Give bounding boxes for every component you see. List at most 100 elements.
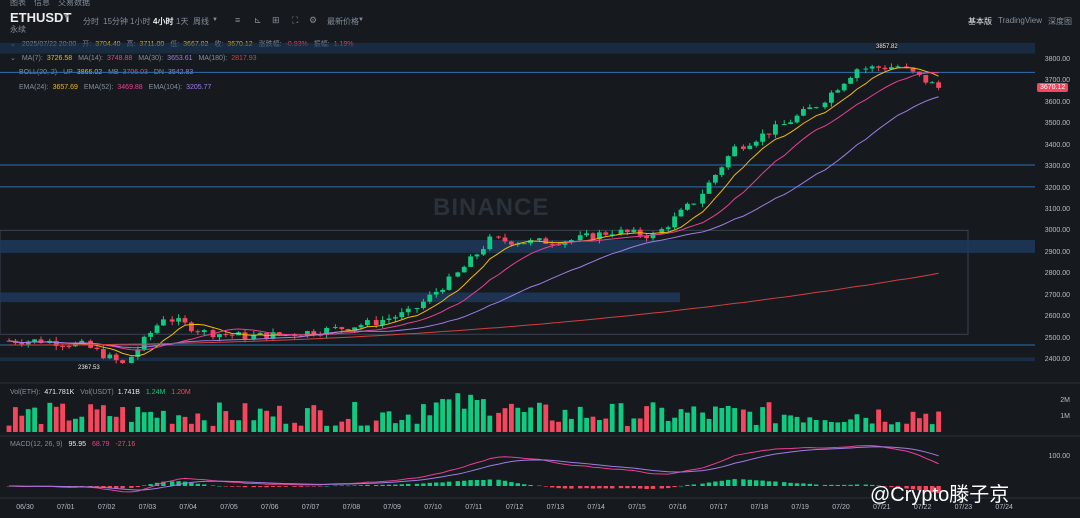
- date-axis-label: 07/11: [465, 504, 483, 511]
- view-basic[interactable]: 基本版: [968, 17, 992, 26]
- candle-body: [869, 66, 875, 69]
- date-axis-label: 07/18: [750, 504, 769, 511]
- candle-body: [719, 167, 725, 175]
- volume-bar: [468, 394, 473, 432]
- view-depth[interactable]: 深度图: [1048, 17, 1072, 26]
- volume-bar: [210, 425, 216, 432]
- candle-body: [129, 356, 134, 363]
- volume-bar: [917, 418, 922, 432]
- candle-body: [678, 209, 684, 217]
- macd-histogram-bar: [678, 485, 684, 487]
- drawing-tools-icon[interactable]: ⊞: [272, 15, 280, 25]
- fullscreen-icon[interactable]: ⛶: [292, 15, 299, 25]
- volume-bar: [229, 420, 235, 432]
- date-axis-label: 07/20: [832, 504, 850, 511]
- price-axis-label: 3200.00: [1044, 184, 1070, 192]
- macd-histogram-bar: [515, 483, 520, 486]
- macd-histogram-bar: [440, 482, 445, 486]
- volume-bar: [725, 405, 731, 432]
- candle-body: [672, 216, 677, 228]
- candle-body: [94, 347, 100, 350]
- candle-body: [189, 322, 194, 332]
- interval-15m[interactable]: 15分钟: [103, 17, 128, 26]
- symbol-title[interactable]: ETHUSDT: [10, 10, 72, 25]
- volume-bar: [270, 416, 276, 432]
- volume-bar: [713, 406, 718, 432]
- interval-timeline[interactable]: 分时: [83, 17, 99, 26]
- macd-histogram-bar: [107, 486, 112, 488]
- indicator-icon[interactable]: ⊾: [254, 15, 262, 25]
- resistance-zone-top: [0, 42, 1035, 54]
- view-tradingview[interactable]: TradingView: [998, 16, 1043, 25]
- ma-line: ⌄ MA(7): 3726.58 MA(14): 3748.88 MA(30): 36…: [10, 54, 261, 62]
- price-axis-label: 2600.00: [1044, 313, 1070, 321]
- macd-histogram-bar: [251, 486, 256, 488]
- candle-type-icon[interactable]: ≡: [235, 15, 241, 25]
- tab-chart[interactable]: 图表: [10, 0, 26, 7]
- candle-body: [807, 107, 813, 110]
- macd-histogram-bar: [773, 481, 778, 486]
- demand-zone: [0, 292, 680, 303]
- interval-weekly[interactable]: 周线: [193, 17, 209, 26]
- ema52-value: 3469.88: [117, 84, 143, 91]
- candle-body: [848, 77, 853, 84]
- macd-axis-100: 100.00: [1048, 453, 1070, 460]
- interval-1h[interactable]: 1小时: [130, 17, 151, 26]
- volume-bar: [644, 406, 649, 432]
- volume-bar: [161, 410, 166, 432]
- volume-bar: [889, 424, 894, 432]
- price-axis-label: 3100.00: [1044, 206, 1070, 213]
- candle-body: [895, 66, 901, 68]
- date-axis-label: 07/06: [261, 504, 279, 511]
- macd-histogram-bar: [195, 483, 200, 486]
- interval-4h[interactable]: 4小时: [153, 17, 174, 26]
- macd-histogram-bar: [610, 486, 615, 489]
- binance-watermark: BINANCE: [433, 194, 550, 221]
- tab-trade-data[interactable]: 交易数据: [58, 0, 90, 7]
- interval-1d[interactable]: 1天: [176, 17, 189, 26]
- price-axis-label: 3400.00: [1044, 141, 1070, 149]
- macd-histogram-bar: [631, 486, 636, 489]
- macd-histogram-bar: [496, 479, 501, 486]
- volume-bar: [521, 412, 527, 432]
- macd-histogram-bar: [625, 486, 630, 489]
- macd-histogram-bar: [101, 486, 106, 488]
- macd-histogram-bar: [578, 486, 583, 489]
- volume-bar: [277, 405, 282, 432]
- price-type-selector[interactable]: 最新价格: [327, 17, 359, 26]
- candle-body: [801, 109, 806, 116]
- more-intervals-icon[interactable]: ▼: [212, 17, 218, 23]
- macd-histogram-bar: [462, 480, 467, 486]
- volume-bar: [637, 418, 643, 432]
- volume-bar: [923, 413, 929, 432]
- date-axis-label: 07/24: [995, 504, 1013, 511]
- candle-body: [753, 141, 759, 146]
- volume-bar: [148, 411, 153, 432]
- volume-bar: [433, 402, 439, 432]
- macd-histogram-bar: [148, 484, 153, 486]
- macd-histogram-bar: [352, 485, 357, 487]
- macd-histogram-bar: [161, 481, 166, 486]
- volume-bar: [380, 412, 385, 432]
- price-axis-label: 3500.00: [1044, 120, 1070, 128]
- candle-body: [19, 342, 25, 345]
- macd-histogram-bar: [318, 486, 323, 487]
- gear-icon[interactable]: ⚙: [309, 15, 318, 25]
- macd-histogram-bar: [522, 484, 527, 486]
- macd-histogram-bar: [114, 486, 119, 488]
- macd-histogram-bar: [644, 486, 649, 489]
- tab-info[interactable]: 信息: [34, 0, 50, 7]
- candle-body: [659, 229, 665, 234]
- candle-body: [496, 236, 501, 238]
- ma-collapse-icon[interactable]: ⌄: [10, 55, 16, 62]
- candle-body: [691, 203, 697, 205]
- volume-bar: [665, 420, 671, 432]
- volume-bar: [590, 416, 596, 432]
- symbol-dropdown-icon[interactable]: ▼: [63, 14, 70, 21]
- volume-bar: [311, 405, 317, 432]
- candle-body: [732, 146, 737, 157]
- price-type-dropdown-icon[interactable]: ▼: [358, 17, 364, 23]
- candle-body: [333, 327, 338, 329]
- volume-bar: [801, 422, 806, 432]
